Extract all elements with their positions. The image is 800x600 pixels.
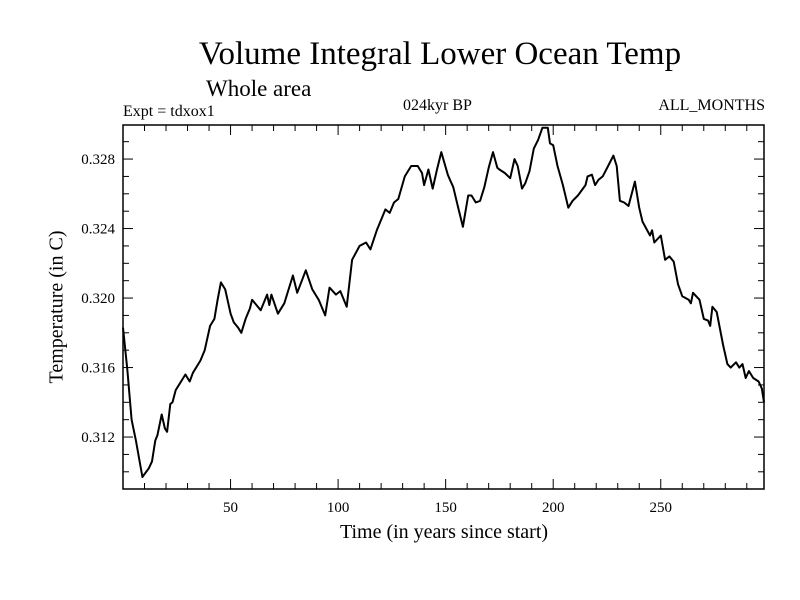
axis-tick-labels: 50 100 150 200 250 0.312 0.316 0.320 0.324 0.328 xyxy=(81,152,672,516)
chart-subtitle: Whole area xyxy=(206,76,312,101)
y-tick-label: 0.316 xyxy=(81,361,115,377)
y-tick-label: 0.312 xyxy=(81,430,115,446)
x-tick-label: 250 xyxy=(650,500,673,516)
axis-ticks xyxy=(123,125,764,489)
y-tick-label: 0.328 xyxy=(81,152,115,168)
months-label: ALL_MONTHS xyxy=(658,97,765,114)
series-line xyxy=(122,126,765,478)
period-label: 024kyr BP xyxy=(403,97,472,114)
x-tick-label: 200 xyxy=(542,500,565,516)
x-tick-label: 150 xyxy=(434,500,457,516)
chart-title: Volume Integral Lower Ocean Temp xyxy=(198,36,682,72)
y-tick-label: 0.324 xyxy=(81,222,115,238)
x-axis-label: Time (in years since start) xyxy=(339,521,549,543)
x-tick-label: 50 xyxy=(223,500,238,516)
x-tick-label: 100 xyxy=(327,500,350,516)
plot-frame xyxy=(122,124,765,490)
experiment-label: Expt = tdxox1 xyxy=(123,103,215,120)
y-tick-label: 0.320 xyxy=(81,291,115,307)
